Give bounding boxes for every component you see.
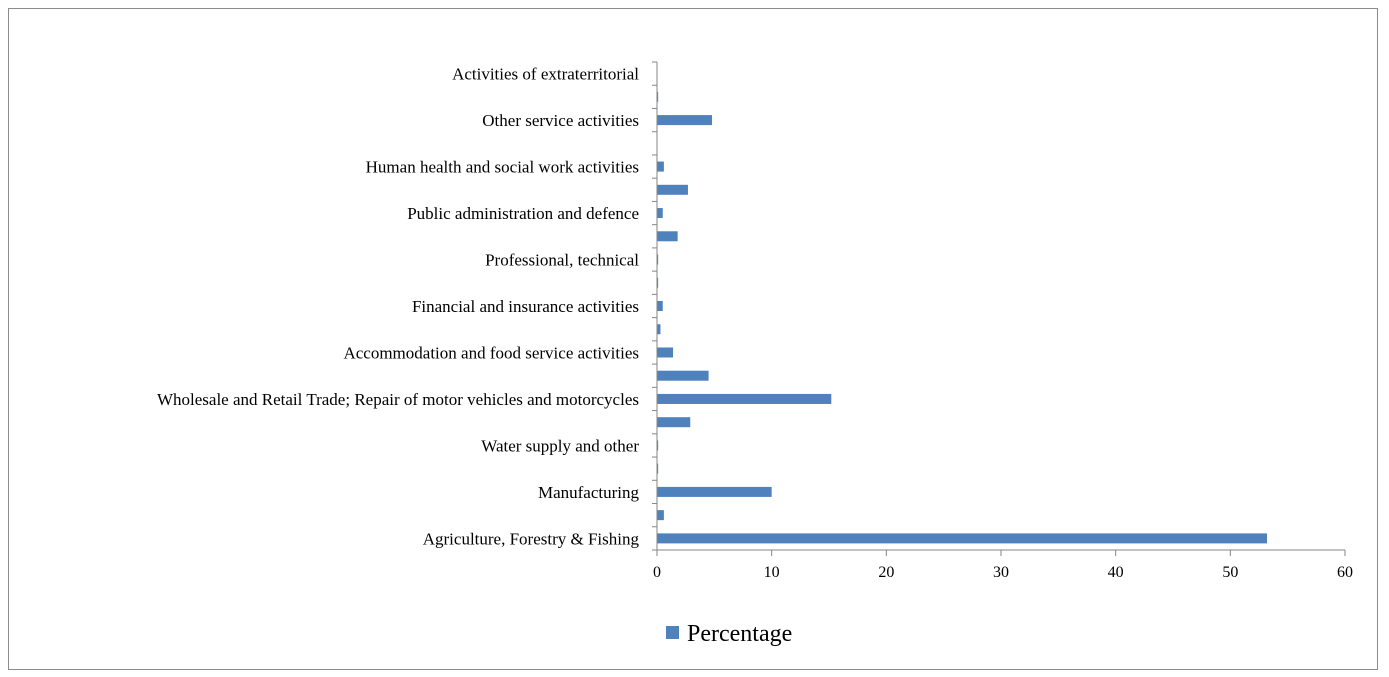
category-label: Financial and insurance activities [412, 297, 639, 316]
axes-group [652, 61, 1346, 556]
bar [657, 417, 691, 428]
category-label: Manufacturing [538, 483, 640, 502]
category-label: Public administration and defence [407, 204, 639, 223]
bar [657, 393, 832, 404]
bars-group [657, 91, 1268, 544]
bar [657, 463, 659, 474]
category-label: Water supply and other [481, 436, 639, 455]
x-tick-label: 50 [1222, 564, 1238, 581]
x-tick-label: 40 [1108, 564, 1124, 581]
x-tick-label: 20 [878, 564, 894, 581]
bar [657, 440, 659, 451]
x-tick-labels-group: 0 10 20 30 40 50 60 [653, 564, 1353, 581]
category-label: Accommodation and food service activitie… [343, 343, 639, 362]
bar [657, 347, 674, 358]
bar [657, 277, 659, 288]
bar [657, 510, 664, 521]
x-tick-label: 10 [764, 564, 780, 581]
bar [657, 486, 772, 497]
category-label: Other service activities [482, 111, 639, 130]
legend-swatch [666, 626, 679, 639]
bar [657, 370, 709, 381]
bar [657, 115, 713, 126]
legend: Percentage [666, 621, 792, 647]
bar [657, 184, 688, 195]
bar [657, 533, 1268, 544]
category-label: Human health and social work activities [366, 158, 639, 177]
category-labels-group: Agriculture, Forestry & Fishing Manufactu… [157, 65, 640, 549]
x-tick-label: 30 [993, 564, 1009, 581]
bar [657, 161, 664, 172]
bar [657, 91, 659, 102]
x-tick-label: 0 [653, 564, 661, 581]
bar [657, 254, 659, 265]
legend-label: Percentage [687, 621, 792, 647]
category-label: Agriculture, Forestry & Fishing [423, 529, 640, 548]
category-label: Wholesale and Retail Trade; Repair of mo… [157, 390, 639, 409]
x-tick-label: 60 [1337, 564, 1353, 581]
bar [657, 231, 678, 242]
bar [657, 208, 663, 219]
bar [657, 324, 661, 335]
category-label: Professional, technical [485, 251, 639, 270]
category-label: Activities of extraterritorial [452, 65, 639, 84]
bar [657, 301, 663, 311]
